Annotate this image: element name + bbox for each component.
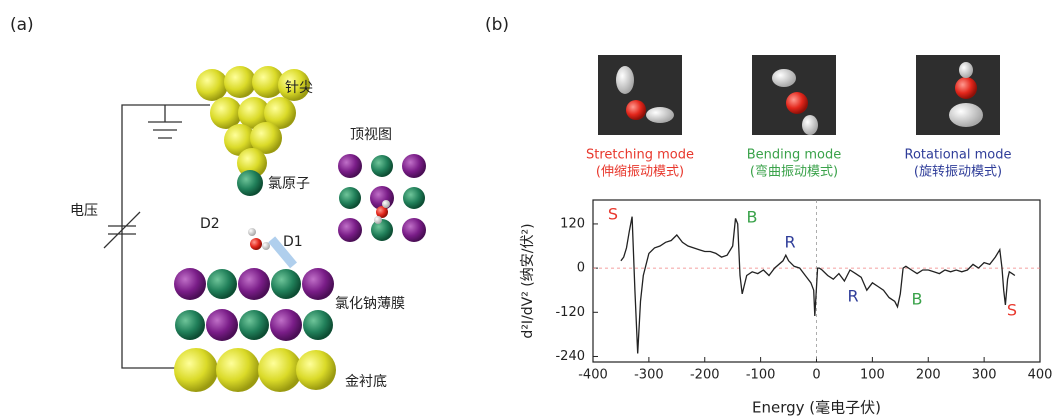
d1-label: D1 (283, 234, 303, 250)
capacitor (103, 211, 141, 249)
data-line (620, 216, 1016, 354)
nacl-film (174, 268, 334, 341)
mode-name: Bending mode (747, 148, 842, 163)
voltage-label: 电压 (70, 203, 98, 219)
mode-cn: (旋转振动模式) (914, 165, 1002, 180)
peak-label: S (608, 205, 618, 224)
y-tick-label: -120 (555, 305, 585, 320)
chlorine-label: 氯原子 (268, 176, 310, 192)
y-tick-label: -240 (555, 349, 585, 364)
x-tick-label: -200 (690, 368, 720, 383)
mode-cn: (伸缩振动模式) (596, 164, 684, 180)
mode-name: Rotational mode (905, 148, 1012, 163)
panel-label: (b) (485, 15, 509, 35)
top-view-label: 顶视图 (350, 127, 392, 143)
peak-label: B (912, 290, 923, 309)
peak-label: B (747, 208, 758, 227)
y-tick-label: 0 (577, 261, 585, 276)
x-tick-label: 400 (1028, 368, 1053, 383)
molecule (248, 228, 297, 269)
tip (196, 66, 310, 178)
mode-name: Stretching mode (586, 148, 694, 163)
chlorine-icon (237, 170, 263, 196)
film-label: 氯化钠薄膜 (335, 296, 405, 312)
panel-a: (a) 针尖 氯原子 顶视图 D2 D1 电压 氯化钠薄膜 金衬底 (10, 15, 426, 392)
d2-label: D2 (200, 216, 220, 232)
y-axis-label: d²I/dV² (纳安/伏²) (520, 223, 536, 338)
peak-label: S (1007, 301, 1017, 320)
panel-label: (a) (10, 15, 34, 35)
circuit-wire (121, 104, 210, 369)
panel-b: (b) (485, 15, 1000, 135)
x-tick-label: -300 (634, 368, 664, 383)
x-tick-label: 300 (972, 368, 997, 383)
top-view (338, 154, 426, 242)
substrate-label: 金衬底 (345, 374, 387, 390)
mode-cn: (弯曲振动模式) (750, 164, 838, 180)
tip-label: 针尖 (285, 80, 313, 96)
ground (148, 105, 182, 139)
x-tick-label: 200 (916, 368, 941, 383)
x-axis-label: Energy (毫电子伏) (752, 399, 881, 417)
x-tick-label: -400 (578, 368, 608, 383)
mode-images (598, 55, 1000, 135)
peak-label: R (784, 233, 795, 252)
x-tick-label: -100 (746, 368, 776, 383)
x-tick-label: 100 (860, 368, 885, 383)
y-tick-label: 120 (560, 216, 585, 231)
x-tick-label: 0 (812, 368, 820, 383)
peak-label: R (847, 287, 858, 306)
gold (174, 348, 336, 392)
